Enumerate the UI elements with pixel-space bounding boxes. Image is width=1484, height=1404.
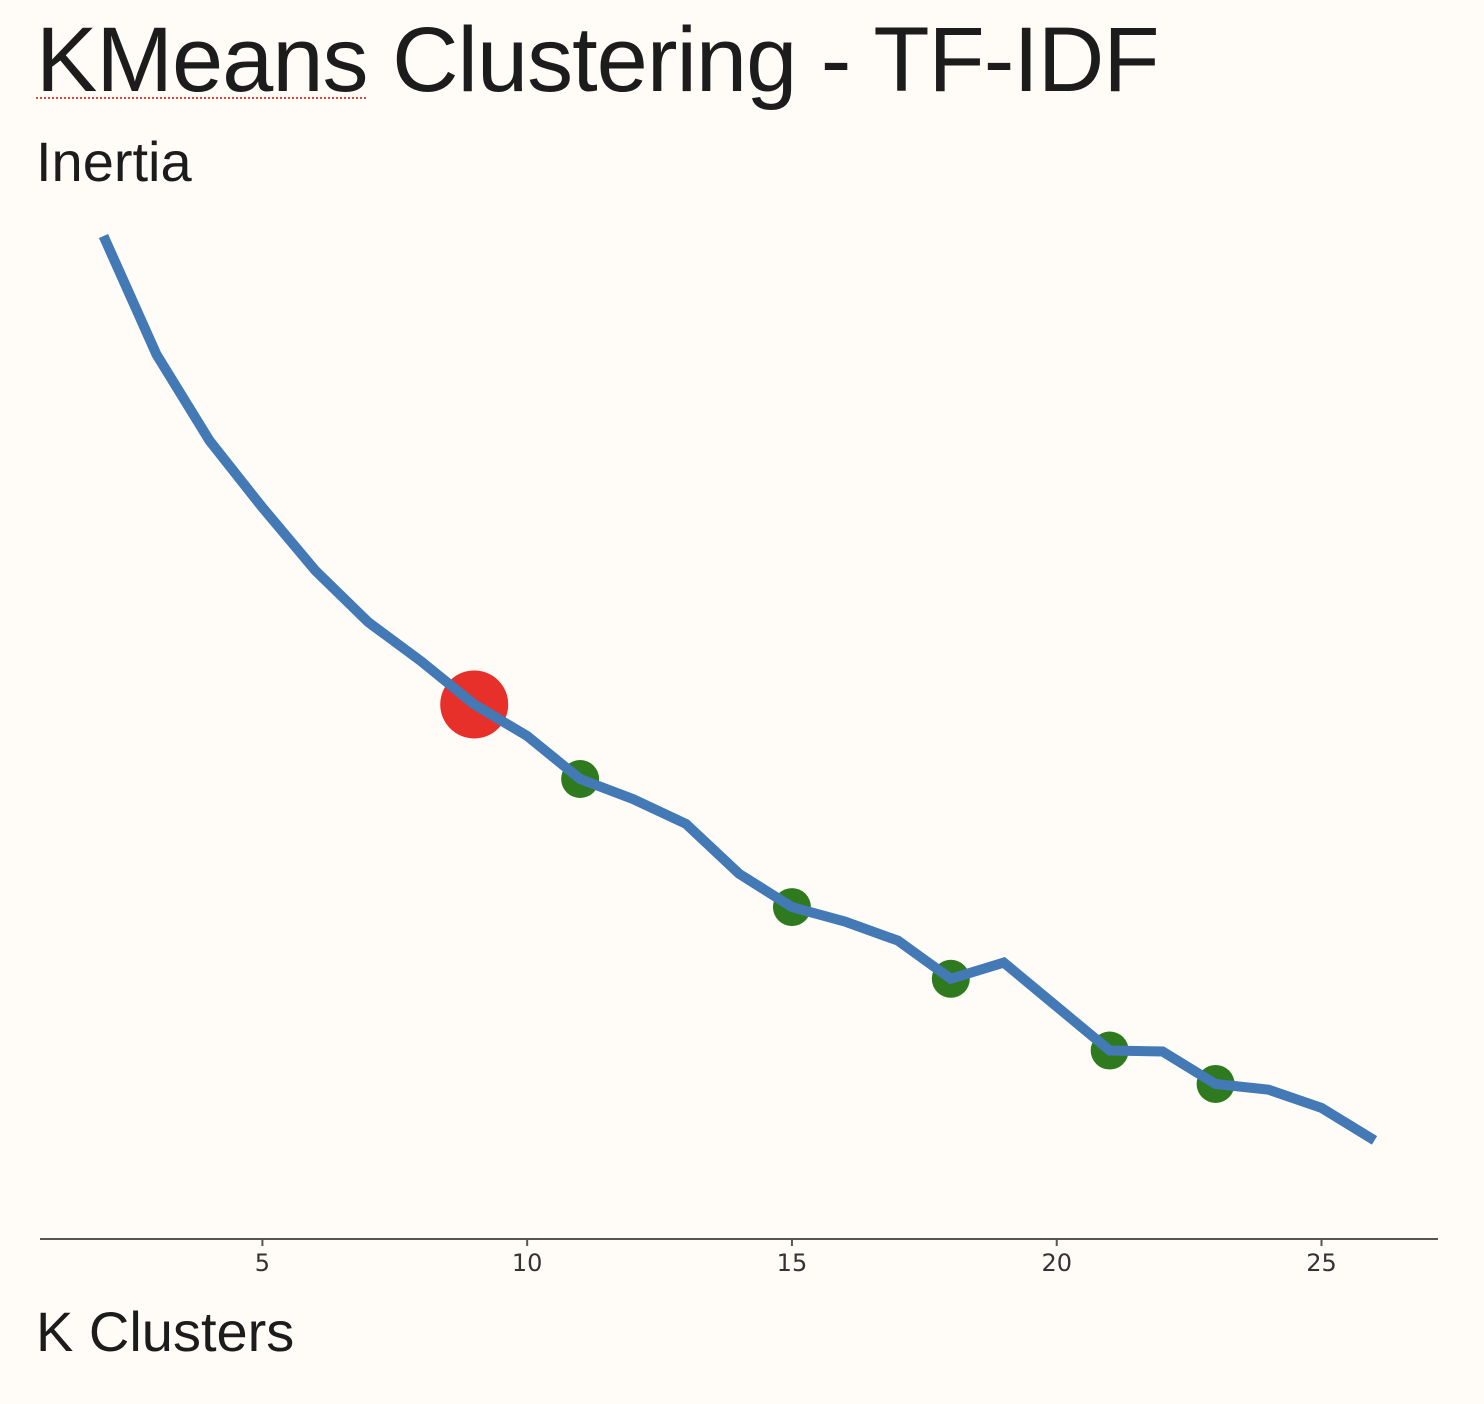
series-line: [104, 236, 1375, 1140]
x-axis-label: K Clusters: [36, 1304, 294, 1360]
x-tick-label: 20: [1041, 1249, 1072, 1277]
x-tick-label: 10: [512, 1249, 543, 1277]
x-tick-label: 25: [1306, 1249, 1337, 1277]
points-layer: [104, 236, 1375, 1140]
x-axis-ticks: 5 10 15 20 25: [255, 1239, 1337, 1277]
x-tick-label: 15: [777, 1249, 808, 1277]
x-tick-label: 5: [255, 1249, 270, 1277]
series-layer: [440, 670, 1234, 1103]
